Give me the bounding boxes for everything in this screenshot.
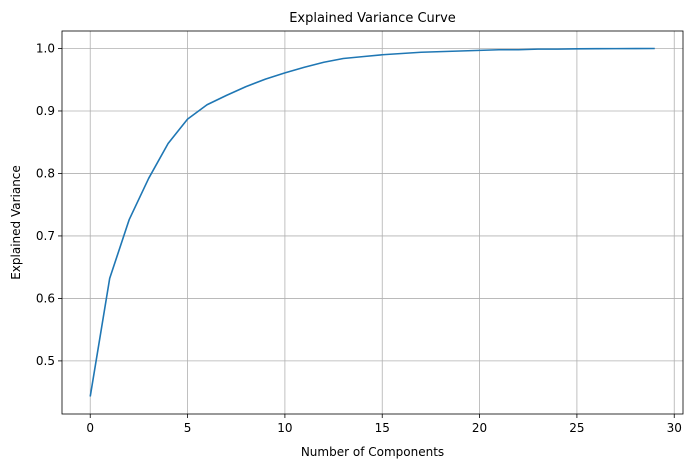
x-tick-label: 5 [184, 421, 192, 435]
x-axis-label: Number of Components [301, 445, 444, 459]
x-axis-ticks: 0 5 10 15 20 25 30 [86, 414, 682, 435]
y-tick-label: 1.0 [36, 41, 55, 55]
y-tick-label: 0.7 [36, 229, 55, 243]
x-tick-label: 30 [667, 421, 682, 435]
x-tick-label: 20 [472, 421, 487, 435]
chart-title: Explained Variance Curve [289, 11, 456, 26]
x-tick-label: 25 [569, 421, 584, 435]
series-line [89, 47, 655, 397]
y-tick-label: 0.9 [36, 104, 55, 118]
x-tick-label: 10 [277, 421, 292, 435]
series-layer [89, 47, 655, 397]
plot-frame [61, 30, 684, 415]
y-tick-label: 0.8 [36, 166, 55, 180]
x-tick-label: 0 [86, 421, 94, 435]
y-axis-label: Explained Variance [9, 165, 23, 280]
y-axis-ticks: 0.5 0.6 0.7 0.8 0.9 1.0 [36, 41, 62, 368]
y-tick-label: 0.6 [36, 291, 55, 305]
x-tick-label: 15 [375, 421, 390, 435]
y-tick-label: 0.5 [36, 354, 55, 368]
grid [62, 31, 683, 414]
